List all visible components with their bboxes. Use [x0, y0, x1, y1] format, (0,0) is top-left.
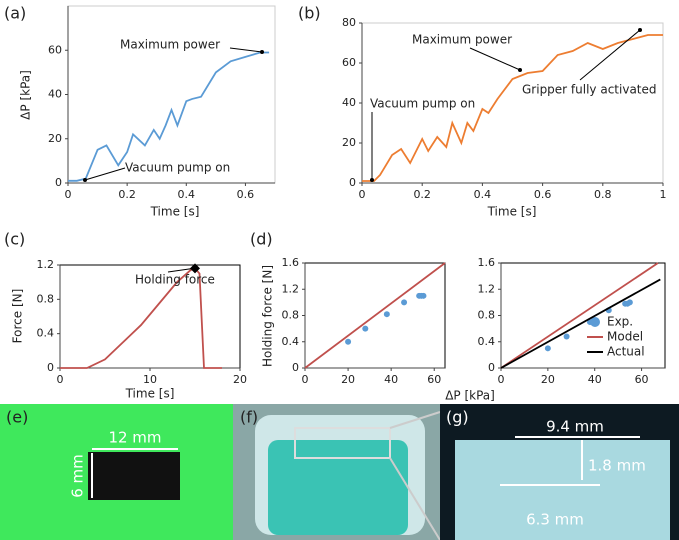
panel-label: (a): [4, 4, 26, 23]
y-axis-label: ΔP [kPa]: [19, 70, 33, 120]
y-tick-label: 1.6: [282, 256, 300, 269]
data-point: [627, 299, 633, 305]
y-tick-label: 1.2: [478, 282, 496, 295]
legend-label: Actual: [607, 345, 645, 359]
x-tick-label: 0.8: [594, 188, 612, 201]
black-patch: [88, 452, 180, 500]
arrow-head: [83, 178, 87, 182]
figure: (e) 12 mm 6 mm (f) (g) 9.4 mm 1.8 mm 6.3…: [0, 0, 679, 540]
y-tick-label: 0: [292, 361, 299, 374]
panel-label: (f): [240, 408, 258, 427]
data-point: [345, 339, 351, 345]
x-tick-label: 0: [57, 373, 64, 386]
gripper-inner: [268, 440, 408, 535]
y-tick-label: 0.4: [478, 335, 496, 348]
x-tick-label: 0.4: [474, 188, 492, 201]
y-tick-label: 40: [342, 96, 356, 109]
x-tick-label: 60: [427, 373, 441, 386]
y-tick-label: 20: [48, 132, 62, 145]
y-tick-label: 1.2: [282, 282, 300, 295]
y-tick-label: 60: [48, 43, 62, 56]
x-tick-label: 40: [384, 373, 398, 386]
data-line: [305, 263, 445, 368]
arrow-head: [370, 178, 374, 182]
annotation-arrow: [85, 168, 125, 180]
arrow-head: [518, 68, 522, 72]
arrow-head: [638, 28, 642, 32]
annotation: Gripper fully activated: [522, 83, 657, 97]
data-point: [420, 293, 426, 299]
panel-label: (g): [446, 408, 469, 427]
data-point: [564, 334, 570, 340]
dimension-label: 1.8 mm: [588, 457, 646, 475]
x-tick-label: 0.4: [178, 188, 196, 201]
x-tick-label: 40: [588, 373, 602, 386]
annotation: Holding force: [135, 273, 215, 287]
x-tick-label: 0.2: [118, 188, 136, 201]
y-tick-label: 0.4: [37, 327, 55, 340]
x-tick-label: 20: [541, 373, 555, 386]
annotation: Maximum power: [120, 38, 220, 52]
x-tick-label: 10: [143, 373, 157, 386]
y-tick-label: 80: [342, 16, 356, 29]
y-axis-label: Holding force [N]: [261, 265, 275, 367]
dimension-label: 6.3 mm: [526, 511, 584, 529]
x-axis-label: ΔP [kPa]: [445, 389, 495, 403]
legend-label: Exp.: [607, 315, 633, 329]
dimension-label: 12 mm: [108, 429, 161, 447]
y-tick-label: 0.8: [478, 309, 496, 322]
x-tick-label: 0: [65, 188, 72, 201]
arrow-head: [194, 266, 198, 270]
x-axis-label: Time [s]: [487, 205, 537, 219]
y-tick-label: 1.2: [37, 258, 55, 271]
data-point: [545, 345, 551, 351]
y-tick-label: 1.6: [478, 256, 496, 269]
y-tick-label: 60: [342, 56, 356, 69]
page: (e) 12 mm 6 mm (f) (g) 9.4 mm 1.8 mm 6.3…: [0, 0, 679, 540]
annotation: Maximum power: [412, 33, 512, 47]
arrow-head: [260, 50, 264, 54]
x-tick-label: 20: [233, 373, 247, 386]
x-tick-label: 0.6: [237, 188, 255, 201]
y-tick-label: 0: [349, 176, 356, 189]
legend-label: Model: [607, 330, 643, 344]
annotation: Vacuum pump on: [125, 161, 230, 175]
annotation-arrow: [470, 48, 520, 70]
panel-label: (d): [250, 230, 273, 249]
panel-label: (e): [6, 408, 28, 427]
y-tick-label: 20: [342, 136, 356, 149]
y-tick-label: 0: [488, 361, 495, 374]
x-tick-label: 0.6: [534, 188, 552, 201]
y-tick-label: 0: [55, 176, 62, 189]
x-axis-label: Time [s]: [150, 205, 200, 219]
dimension-label: 6 mm: [69, 454, 87, 498]
plot-frame: [68, 6, 275, 183]
y-axis-label: Force [N]: [11, 289, 25, 344]
x-tick-label: 0: [498, 373, 505, 386]
x-tick-label: 0.2: [413, 188, 431, 201]
x-tick-label: 0: [302, 373, 309, 386]
data-point: [384, 311, 390, 317]
data-point: [362, 326, 368, 332]
annotation-arrow: [230, 48, 262, 52]
y-tick-label: 0.8: [282, 309, 300, 322]
x-tick-label: 20: [341, 373, 355, 386]
panel-label: (c): [4, 230, 25, 249]
y-tick-label: 0: [47, 361, 54, 374]
data-point: [401, 299, 407, 305]
x-tick-label: 60: [635, 373, 649, 386]
x-axis-label: Time [s]: [125, 387, 175, 401]
y-tick-label: 0.8: [37, 292, 55, 305]
x-tick-label: 0: [359, 188, 366, 201]
annotation: Vacuum pump on: [370, 97, 475, 111]
y-tick-label: 40: [48, 88, 62, 101]
panel-label: (b): [298, 4, 321, 23]
annotation-arrow: [580, 30, 640, 80]
y-tick-label: 0.4: [282, 335, 300, 348]
dimension-label: 9.4 mm: [546, 418, 604, 436]
x-tick-label: 1: [660, 188, 667, 201]
